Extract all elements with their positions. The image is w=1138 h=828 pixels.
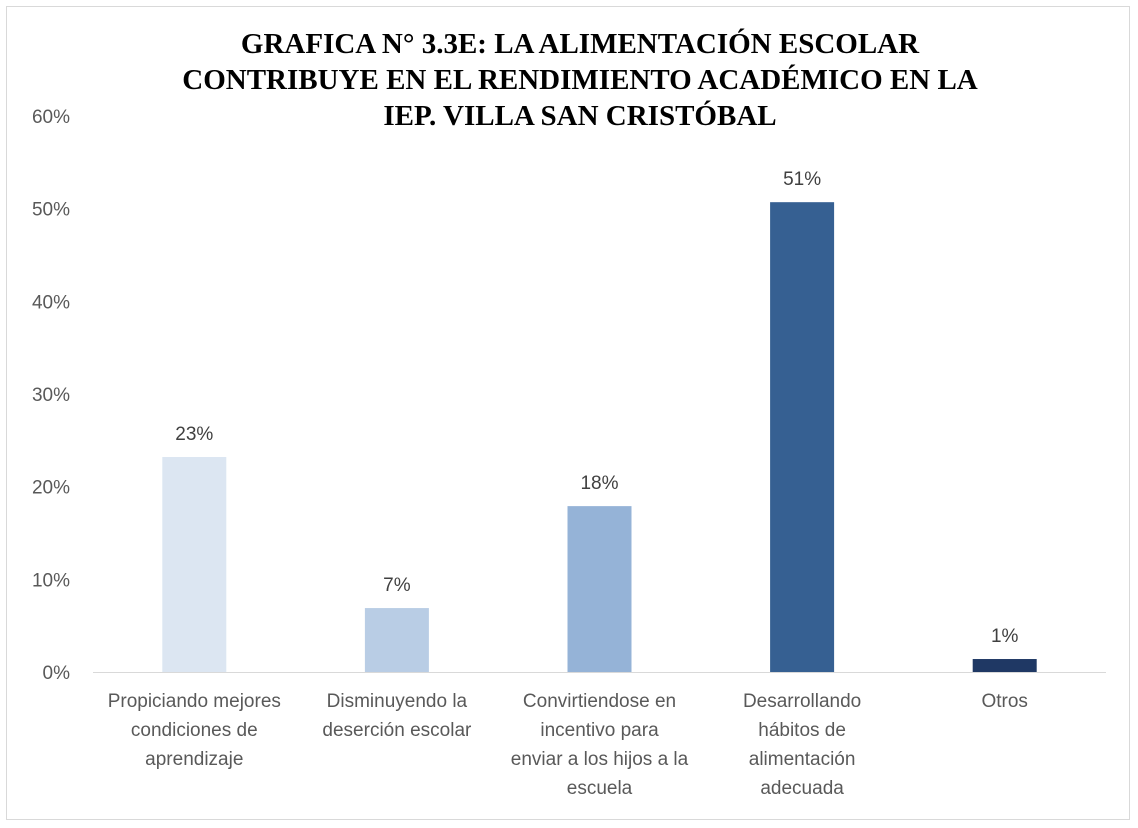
y-tick-label: 40% [32,292,70,313]
x-category-label-line: Desarrollando [742,691,862,712]
y-tick-label: 30% [32,385,70,406]
data-label: 1% [991,626,1019,647]
x-category-label-line: Propiciando mejores [107,691,281,712]
data-label: 18% [580,473,618,494]
y-tick-label: 0% [43,663,71,684]
x-category-label-line: enviar a los hijos a la [510,749,689,770]
chart-title-line-1: GRAFICA N° 3.3E: LA ALIMENTACIÓN ESCOLAR [240,28,920,60]
chart-title: GRAFICA N° 3.3E: LA ALIMENTACIÓN ESCOLAR… [180,26,980,134]
y-tick-label: 50% [32,200,70,221]
y-tick-label: 60% [32,107,70,128]
x-category-label-line: deserción escolar [322,720,472,741]
data-label: 7% [383,575,411,596]
x-category-label: Otros [905,687,1105,716]
x-category-label-line: aprendizaje [145,749,244,770]
bar [162,457,227,672]
x-category-label-line: condiciones de [130,720,258,741]
x-category-label-line: Convirtiendose en [522,691,677,712]
bar [770,202,835,672]
chart-title-line-2: CONTRIBUYE EN EL RENDIMIENTO ACADÉMICO E… [182,64,978,96]
x-category-label: Disminuyendo la deserción escolar [297,687,497,745]
x-category-label-line: adecuada [760,778,844,799]
x-category-label-line: escuela [566,778,633,799]
chart-frame [6,6,1130,820]
y-tick-label: 20% [32,478,70,499]
bar [972,659,1037,672]
x-category-label-line: hábitos de [758,720,846,741]
data-label: 51% [783,169,821,190]
x-category-label: Desarrollando hábitos de alimentación adecu… [702,687,902,803]
x-category-label-line: alimentación [748,749,856,770]
bar [567,506,632,672]
x-category-label-line: Disminuyendo la [326,691,468,712]
data-label: 23% [175,424,213,445]
x-category-label-line: incentivo para [540,720,659,741]
x-category-label: Propiciando mejores condiciones de aprendi… [94,687,294,774]
x-category-label: Convirtiendose en incentivo para enviar a … [500,687,700,803]
chart-title-line-3: IEP. VILLA SAN CRISTÓBAL [383,100,777,132]
bar [364,608,429,672]
x-category-label-line: Otros [981,691,1028,712]
y-tick-label: 10% [32,570,70,591]
